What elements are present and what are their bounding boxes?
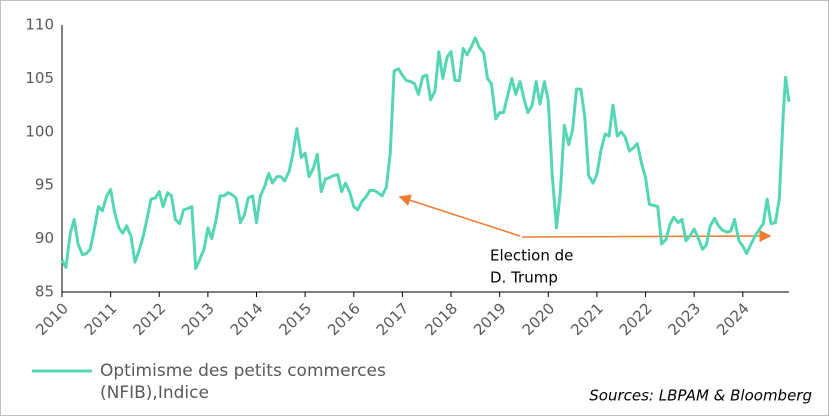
y-tick-label: 105	[25, 69, 54, 87]
arrow	[521, 230, 772, 243]
x-tick-label: 2020	[519, 299, 559, 339]
annotation: D. Trump	[490, 269, 558, 287]
x-tick-label: 2011	[81, 299, 121, 339]
x-tick-label: 2018	[421, 299, 461, 339]
arrow	[398, 194, 521, 237]
x-tick-label: 2010	[32, 299, 72, 339]
x-tick-label: 2021	[567, 299, 607, 339]
y-tick-label: 90	[35, 229, 54, 247]
x-tick-label: 2022	[616, 299, 656, 339]
y-tick-label: 110	[25, 16, 54, 34]
line-series	[60, 36, 791, 271]
y-tick-label: 100	[25, 122, 54, 140]
x-tick-label: 2013	[178, 299, 218, 339]
x-tick-label: 2015	[275, 299, 315, 339]
y-tick-label: 85	[35, 283, 54, 301]
x-tick-label: 2014	[227, 299, 267, 339]
annotation: Election de	[490, 247, 573, 265]
x-tick-label: 2012	[130, 299, 170, 339]
source: Sources: LBPAM & Bloomberg	[589, 387, 812, 405]
x-tick-label: 2024	[713, 299, 753, 339]
legend-label: Optimisme des petits commerces (NFIB),In…	[100, 361, 386, 403]
x-tick-label: 2017	[373, 299, 413, 339]
x-tick-label: 2023	[664, 299, 704, 339]
y-tick-label: 95	[35, 176, 54, 194]
x-tick-label: 2016	[324, 299, 364, 339]
x-tick-label: 2019	[470, 299, 510, 339]
